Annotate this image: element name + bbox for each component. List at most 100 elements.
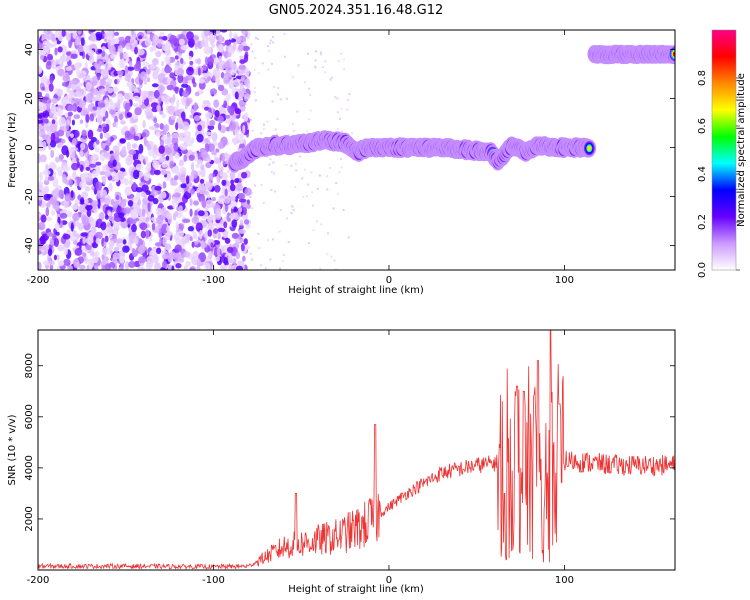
heatmap-cell bbox=[151, 223, 156, 231]
heatmap-cell bbox=[137, 73, 142, 79]
heatmap-cell bbox=[72, 230, 77, 237]
heatmap-cell bbox=[158, 145, 165, 154]
heatmap-cell bbox=[104, 145, 110, 152]
heatmap-cell bbox=[200, 149, 208, 159]
heatmap-cell bbox=[46, 202, 51, 208]
spectrogram-x-tick-label: 0 bbox=[386, 275, 392, 286]
heatmap-cell bbox=[89, 54, 95, 64]
heatmap-cell bbox=[97, 114, 103, 125]
heatmap-cell bbox=[143, 172, 150, 182]
heatmap-cell bbox=[257, 72, 260, 75]
heatmap-cell bbox=[211, 150, 217, 156]
spectrogram-frame bbox=[37, 29, 676, 271]
heatmap-cell bbox=[48, 260, 55, 266]
heatmap-cell bbox=[198, 229, 203, 240]
heatmap-cell bbox=[104, 214, 109, 220]
heatmap-cell bbox=[138, 152, 143, 162]
heatmap-cell bbox=[290, 164, 293, 167]
heatmap-cell bbox=[167, 105, 175, 115]
heatmap-ridge-cells bbox=[227, 44, 675, 173]
heatmap-cell bbox=[335, 182, 338, 184]
heatmap-cell bbox=[82, 237, 86, 245]
heatmap-cell bbox=[228, 263, 234, 270]
heatmap-cell bbox=[66, 149, 70, 158]
heatmap-cell bbox=[244, 78, 250, 86]
heatmap-cell bbox=[162, 35, 168, 41]
heatmap-cell bbox=[311, 204, 314, 207]
heatmap-cell bbox=[226, 52, 232, 58]
heatmap-cell bbox=[178, 205, 183, 212]
heatmap-cell bbox=[109, 99, 113, 106]
heatmap-cell bbox=[241, 171, 248, 179]
heatmap-cell bbox=[99, 102, 106, 108]
heatmap-cell bbox=[198, 78, 205, 84]
heatmap-cell bbox=[84, 159, 90, 167]
heatmap-cell bbox=[210, 88, 217, 95]
heatmap-cell bbox=[47, 248, 53, 256]
heatmap-cell bbox=[238, 64, 246, 70]
heatmap-cell bbox=[336, 127, 339, 130]
heatmap-cell bbox=[180, 183, 187, 189]
heatmap-cell bbox=[177, 231, 184, 237]
heatmap-cell bbox=[172, 198, 176, 209]
heatmap-cell bbox=[165, 212, 172, 220]
heatmap-cell bbox=[96, 128, 103, 132]
heatmap-cell bbox=[269, 42, 272, 45]
heatmap-cell bbox=[672, 51, 675, 57]
heatmap-cell bbox=[235, 251, 240, 260]
heatmap-cell bbox=[51, 97, 58, 104]
heatmap-cell bbox=[333, 259, 336, 262]
heatmap-cell bbox=[185, 139, 193, 147]
heatmap-cell bbox=[310, 171, 313, 174]
heatmap-cell bbox=[72, 30, 77, 39]
heatmap-cell bbox=[63, 258, 71, 266]
heatmap-cell bbox=[55, 231, 60, 236]
heatmap-cell bbox=[101, 50, 106, 57]
heatmap-cell bbox=[71, 204, 80, 210]
heatmap-cell bbox=[225, 114, 231, 119]
heatmap-cell bbox=[138, 143, 144, 154]
heatmap-cell bbox=[76, 176, 80, 187]
heatmap-cell bbox=[215, 207, 222, 218]
heatmap-cell bbox=[320, 223, 323, 226]
heatmap-cell bbox=[334, 96, 337, 99]
heatmap-cell bbox=[239, 59, 246, 64]
heatmap-cell bbox=[219, 152, 226, 162]
heatmap-cell bbox=[196, 258, 201, 267]
heatmap-cell bbox=[222, 160, 226, 166]
heatmap-cell bbox=[38, 250, 42, 255]
heatmap-cell bbox=[293, 129, 296, 132]
heatmap-cell bbox=[141, 184, 149, 193]
heatmap-cell bbox=[294, 186, 297, 189]
heatmap-cell bbox=[177, 117, 183, 124]
heatmap-cell bbox=[81, 191, 89, 199]
heatmap-cell bbox=[89, 259, 94, 268]
heatmap-cell bbox=[181, 236, 187, 245]
heatmap-cell bbox=[191, 241, 195, 248]
heatmap-cell bbox=[141, 208, 146, 218]
heatmap-cell bbox=[186, 31, 194, 41]
heatmap-cell bbox=[218, 34, 223, 44]
heatmap-cell bbox=[206, 76, 212, 82]
heatmap-cell bbox=[59, 154, 63, 162]
heatmap-cell bbox=[270, 170, 273, 173]
heatmap-cell bbox=[291, 204, 294, 207]
heatmap-cell bbox=[52, 177, 59, 188]
heatmap-cell bbox=[218, 161, 222, 172]
heatmap-cell bbox=[302, 196, 305, 199]
heatmap-cell bbox=[330, 255, 333, 258]
heatmap-cell bbox=[190, 162, 195, 172]
snr-y-tick-label: 4000 bbox=[24, 455, 35, 480]
heatmap-cell bbox=[151, 216, 156, 222]
heatmap-cell bbox=[272, 161, 275, 164]
heatmap-cell bbox=[195, 66, 199, 76]
heatmap-cell bbox=[41, 96, 50, 101]
heatmap-cell bbox=[236, 182, 243, 192]
heatmap-cell bbox=[124, 186, 133, 196]
heatmap-cell bbox=[49, 237, 54, 246]
heatmap-cell bbox=[97, 73, 101, 81]
heatmap-cell bbox=[174, 152, 180, 160]
heatmap-cell bbox=[66, 51, 72, 56]
heatmap-cell bbox=[46, 30, 53, 40]
